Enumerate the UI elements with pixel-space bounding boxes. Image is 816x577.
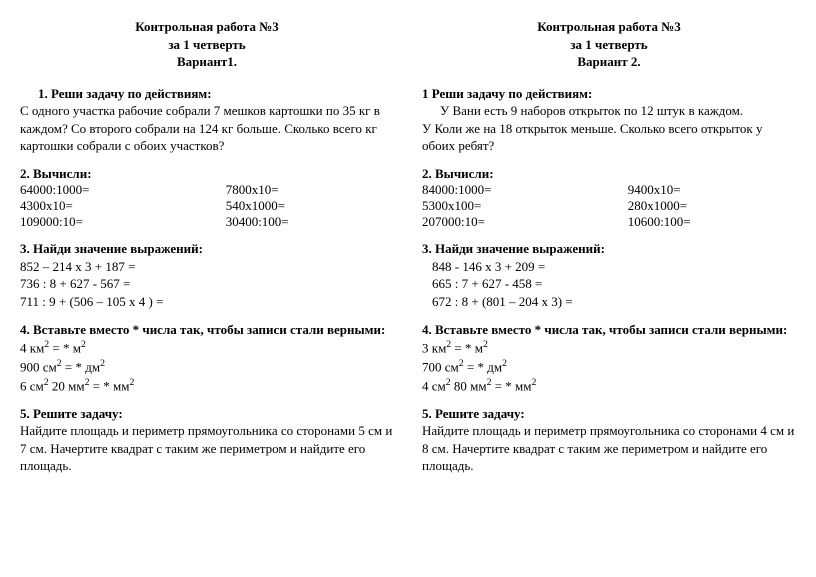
task-3-line: 852 – 214 х 3 + 187 =	[20, 258, 394, 276]
task-2-cell: 280х1000=	[628, 198, 796, 214]
unit: 700 см	[422, 359, 459, 374]
task-1: 1. Реши задачу по действиям: С одного уч…	[20, 85, 394, 155]
task-2-cell: 10600:100=	[628, 214, 796, 230]
task-4-title: 4. Вставьте вместо * числа так, чтобы за…	[422, 321, 796, 339]
unit: 900 см	[20, 359, 57, 374]
task-5-text: Найдите площадь и периметр прямоугольник…	[20, 422, 394, 475]
task-3-title: 3. Найди значение выражений:	[422, 240, 796, 258]
task-2-cell: 4300х10=	[20, 198, 226, 214]
task-1-title: 1 Реши задачу по действиям:	[422, 85, 796, 103]
task-2-title: 2. Вычисли:	[422, 165, 796, 183]
task-1: 1 Реши задачу по действиям: У Вани есть …	[422, 85, 796, 155]
task-2-cell: 207000:10=	[422, 214, 628, 230]
unit: 4 км	[20, 340, 44, 355]
header-line2: за 1 четверть	[422, 36, 796, 54]
task-2-title: 2. Вычисли:	[20, 165, 394, 183]
variant-1: Контрольная работа №3 за 1 четверть Вари…	[20, 18, 394, 485]
task-3-line: 848 - 146 х 3 + 209 =	[422, 258, 796, 276]
task-2: 2. Вычисли: 84000:1000= 9400х10= 5300х10…	[422, 165, 796, 231]
header-line3: Вариант1.	[20, 53, 394, 71]
task-3-line: 711 : 9 + (506 – 105 х 4 ) =	[20, 293, 394, 311]
task-5-title: 5. Решите задачу:	[20, 405, 394, 423]
task-4-line: 900 см2 = * дм2	[20, 357, 394, 376]
task-3-title: 3. Найди значение выражений:	[20, 240, 394, 258]
header-line2: за 1 четверть	[20, 36, 394, 54]
task-2-row: 84000:1000= 9400х10=	[422, 182, 796, 198]
task-2-cell: 9400х10=	[628, 182, 796, 198]
unit: = * дм	[464, 359, 502, 374]
task-4-line: 4 см2 80 мм2 = * мм2	[422, 376, 796, 395]
header-line3: Вариант 2.	[422, 53, 796, 71]
task-1-text: У Коли же на 18 открыток меньше. Сколько…	[422, 120, 796, 155]
header-left: Контрольная работа №3 за 1 четверть Вари…	[20, 18, 394, 71]
task-1-text: У Вани есть 9 наборов открыток по 12 шту…	[422, 102, 796, 120]
task-2-cell: 64000:1000=	[20, 182, 226, 198]
task-4-line: 700 см2 = * дм2	[422, 357, 796, 376]
task-2: 2. Вычисли: 64000:1000= 7800х10= 4300х10…	[20, 165, 394, 231]
task-4: 4. Вставьте вместо * числа так, чтобы за…	[20, 321, 394, 395]
variant-2: Контрольная работа №3 за 1 четверть Вари…	[422, 18, 796, 485]
task-1-text: С одного участка рабочие собрали 7 мешко…	[20, 102, 394, 155]
unit: 80 мм	[451, 378, 487, 393]
task-2-row: 5300х100= 280х1000=	[422, 198, 796, 214]
unit: = * м	[451, 340, 483, 355]
worksheet: Контрольная работа №3 за 1 четверть Вари…	[20, 18, 796, 485]
task-2-row: 109000:10= 30400:100=	[20, 214, 394, 230]
task-2-cell: 109000:10=	[20, 214, 226, 230]
task-5-title: 5. Решите задачу:	[422, 405, 796, 423]
task-4-line: 6 см2 20 мм2 = * мм2	[20, 376, 394, 395]
task-3-line: 736 : 8 + 627 - 567 =	[20, 275, 394, 293]
task-4-line: 3 км2 = * м2	[422, 338, 796, 357]
unit: = * мм	[491, 378, 531, 393]
task-5: 5. Решите задачу: Найдите площадь и пери…	[20, 405, 394, 475]
unit: = * мм	[89, 378, 129, 393]
task-2-row: 207000:10= 10600:100=	[422, 214, 796, 230]
task-3: 3. Найди значение выражений: 848 - 146 х…	[422, 240, 796, 310]
unit: 6 см	[20, 378, 44, 393]
task-3-line: 672 : 8 + (801 – 204 х 3) =	[422, 293, 796, 311]
task-3-line: 665 : 7 + 627 - 458 =	[422, 275, 796, 293]
header-line1: Контрольная работа №3	[422, 18, 796, 36]
task-2-cell: 7800х10=	[226, 182, 394, 198]
task-4: 4. Вставьте вместо * числа так, чтобы за…	[422, 321, 796, 395]
unit: 20 мм	[49, 378, 85, 393]
unit: 4 см	[422, 378, 446, 393]
task-2-cell: 30400:100=	[226, 214, 394, 230]
unit: = * м	[49, 340, 81, 355]
unit: = * дм	[62, 359, 100, 374]
task-2-cell: 5300х100=	[422, 198, 628, 214]
task-5: 5. Решите задачу: Найдите площадь и пери…	[422, 405, 796, 475]
task-4-title: 4. Вставьте вместо * числа так, чтобы за…	[20, 321, 394, 339]
unit: 3 км	[422, 340, 446, 355]
task-2-row: 4300х10= 540х1000=	[20, 198, 394, 214]
task-3: 3. Найди значение выражений: 852 – 214 х…	[20, 240, 394, 310]
task-1-title: 1. Реши задачу по действиям:	[20, 85, 394, 103]
task-5-text: Найдите площадь и периметр прямоугольник…	[422, 422, 796, 475]
header-line1: Контрольная работа №3	[20, 18, 394, 36]
task-2-row: 64000:1000= 7800х10=	[20, 182, 394, 198]
task-2-cell: 540х1000=	[226, 198, 394, 214]
task-4-line: 4 км2 = * м2	[20, 338, 394, 357]
task-2-cell: 84000:1000=	[422, 182, 628, 198]
header-right: Контрольная работа №3 за 1 четверть Вари…	[422, 18, 796, 71]
